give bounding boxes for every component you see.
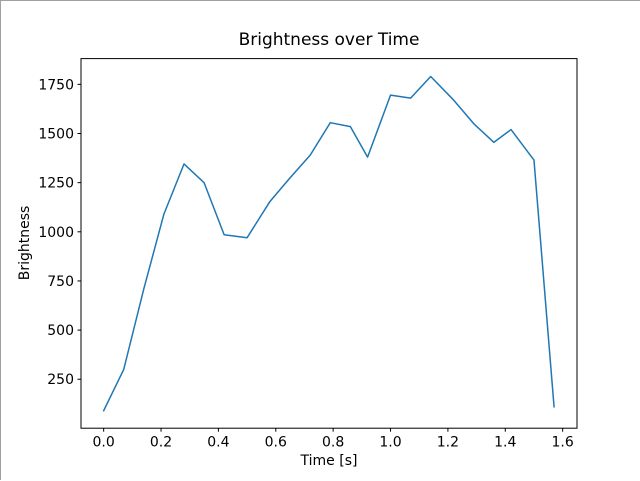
x-tick-label: 0.8 (322, 435, 344, 451)
x-tick-label: 0.6 (265, 435, 287, 451)
y-tick-label: 250 (47, 372, 74, 388)
x-tick-label: 1.4 (494, 435, 516, 451)
y-tick-label: 750 (47, 274, 74, 290)
y-tick-label: 500 (47, 323, 74, 339)
x-tick-label: 1.6 (552, 435, 574, 451)
y-tick-label: 1750 (38, 77, 74, 93)
x-tick-label: 1.2 (437, 435, 459, 451)
y-tick-label: 1500 (38, 127, 74, 143)
chart-title: Brightness over Time (238, 30, 420, 50)
x-axis-label: Time [s] (300, 453, 358, 469)
x-tick-label: 0.2 (150, 435, 172, 451)
y-tick-label: 1000 (38, 225, 74, 241)
x-tick-label: 1.0 (379, 435, 401, 451)
x-tick-label: 0.0 (93, 435, 115, 451)
data-line-brightness (102, 75, 555, 412)
x-tick-label: 0.4 (207, 435, 229, 451)
axes-spines (80, 58, 578, 429)
y-tick-label: 1250 (38, 176, 74, 192)
